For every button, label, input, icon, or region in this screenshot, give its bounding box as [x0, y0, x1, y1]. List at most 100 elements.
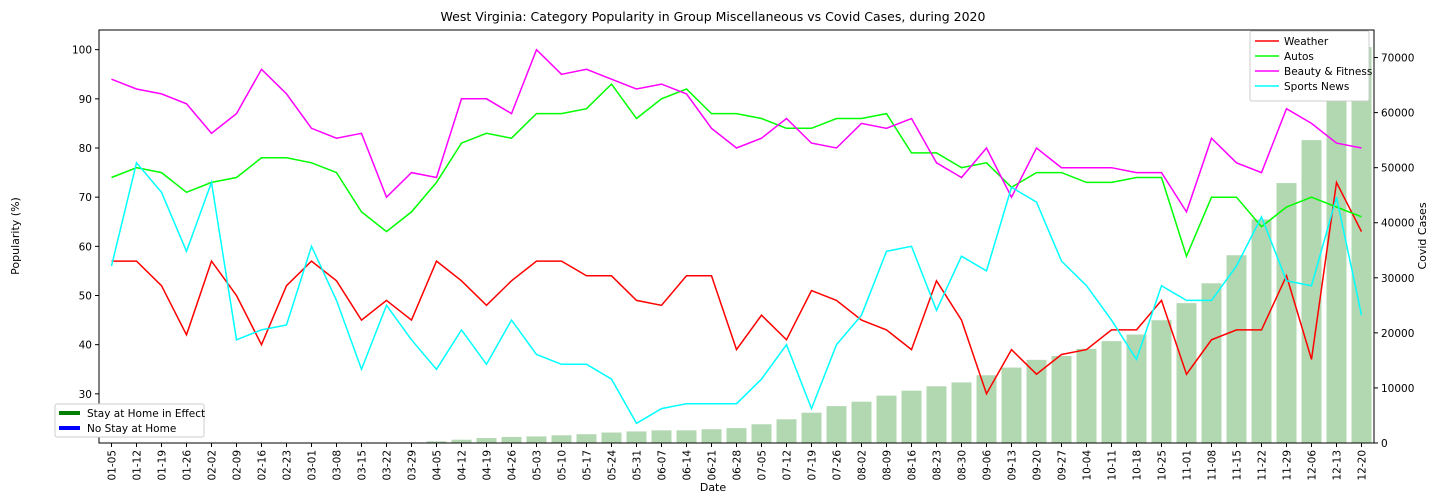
x-tick-label: 10-11: [1107, 450, 1119, 481]
covid-bar: [1076, 348, 1097, 443]
covid-bar: [501, 436, 522, 443]
x-tick-label: 11-29: [1282, 450, 1294, 481]
covid-bar: [976, 375, 997, 443]
y-axis-left: 30 40 50 60 70 80 90 100: [72, 45, 99, 401]
x-tick-label: 02-23: [282, 450, 294, 481]
y-tick-label: 90: [79, 94, 92, 106]
x-tick-label: 07-05: [757, 450, 769, 481]
x-tick-label: 04-19: [482, 450, 494, 481]
covid-bar: [1051, 355, 1072, 443]
covid-bar: [751, 424, 772, 443]
y-tick-label: 100: [72, 45, 92, 57]
covid-bar: [601, 432, 622, 443]
covid-bar: [1126, 334, 1147, 443]
legend-label: Sports News: [1284, 81, 1349, 93]
x-tick-label: 07-19: [807, 450, 819, 481]
covid-bar: [1101, 341, 1122, 443]
x-tick-label: 11-08: [1207, 450, 1219, 481]
covid-bar: [826, 406, 847, 443]
x-tick-label: 08-02: [857, 450, 869, 481]
x-tick-label: 09-06: [982, 450, 994, 481]
x-tick-label: 03-22: [382, 450, 394, 481]
x-tick-label: 06-28: [732, 450, 744, 481]
x-tick-label: 03-08: [332, 450, 344, 481]
x-tick-label: 01-26: [182, 450, 194, 481]
legend-label: Stay at Home in Effect: [87, 408, 205, 420]
x-tick-label: 05-31: [632, 450, 644, 481]
covid-bar: [426, 441, 447, 443]
x-tick-label: 02-16: [257, 450, 269, 481]
line-series: [110, 48, 1363, 425]
covid-bar: [701, 429, 722, 443]
series-line: [110, 161, 1363, 425]
covid-bar: [576, 434, 597, 443]
covid-bar: [526, 436, 547, 443]
covid-bar: [801, 412, 822, 443]
covid-bar: [1326, 91, 1347, 444]
covid-bar: [1301, 140, 1322, 443]
y-tick-label: 40: [79, 340, 92, 352]
x-tick-label: 03-29: [407, 450, 419, 481]
covid-bar: [1226, 255, 1247, 443]
legend-label: Beauty & Fitness: [1284, 66, 1372, 78]
x-tick-label: 11-22: [1257, 450, 1269, 481]
y2-tick-label: 50000: [1381, 163, 1414, 175]
y-tick-label: 70: [79, 192, 92, 204]
x-tick-label: 08-30: [957, 450, 969, 481]
covid-bar: [1276, 183, 1297, 443]
covid-bar: [1251, 219, 1272, 443]
covid-bar: [1026, 359, 1047, 443]
x-tick-label: 09-27: [1057, 450, 1069, 481]
covid-bar: [876, 395, 897, 443]
covid-bar: [451, 439, 472, 443]
covid-bar: [926, 386, 947, 443]
x-tick-label: 02-02: [207, 450, 219, 481]
x-axis-label: Date: [700, 481, 727, 494]
x-tick-label: 12-20: [1357, 450, 1369, 481]
x-tick-label: 05-03: [532, 450, 544, 481]
x-tick-label: 01-05: [107, 450, 119, 481]
x-tick-label: 06-14: [682, 450, 694, 481]
x-tick-label: 06-21: [707, 450, 719, 481]
x-tick-label: 12-13: [1332, 450, 1344, 481]
covid-bar: [726, 428, 747, 443]
x-tick-label: 01-12: [132, 450, 144, 481]
y2-axis-label: Covid Cases: [1416, 202, 1429, 269]
x-tick-label: 11-15: [1232, 450, 1244, 481]
series-legend: Weather Autos Beauty & Fitness Sports News: [1249, 30, 1372, 102]
x-tick-label: 10-04: [1082, 450, 1094, 481]
x-tick-label: 08-09: [882, 450, 894, 481]
series-line: [111, 48, 1362, 214]
x-tick-label: 01-19: [157, 450, 169, 481]
x-tick-label: 02-09: [232, 450, 244, 481]
covid-bar: [1351, 47, 1372, 443]
y-tick-label: 50: [79, 291, 92, 303]
x-axis: 01-05 01-12 01-19 01-26 02-02 02-09 02-16 02-23…: [107, 443, 1369, 481]
covid-bar: [651, 430, 672, 443]
x-tick-label: 03-01: [307, 450, 319, 481]
x-tick-label: 09-20: [1032, 450, 1044, 481]
x-tick-label: 10-25: [1157, 450, 1169, 481]
y2-tick-label: 30000: [1381, 273, 1414, 285]
y2-tick-label: 10000: [1381, 383, 1414, 395]
y-axis-right: 0 10000 20000 30000 40000 50000 60000 70000: [1374, 53, 1414, 450]
legend-box: [54, 403, 205, 438]
covid-bar: [1001, 367, 1022, 443]
covid-bar: [776, 419, 797, 443]
y-tick-label: 60: [79, 241, 92, 253]
y2-tick-label: 60000: [1381, 108, 1414, 120]
x-tick-label: 10-18: [1132, 450, 1144, 481]
covid-bar: [951, 382, 972, 443]
y2-tick-label: 0: [1381, 438, 1388, 450]
legend-label: Autos: [1284, 51, 1314, 63]
x-tick-label: 12-06: [1307, 450, 1319, 481]
y-tick-label: 30: [79, 389, 92, 401]
covid-bar: [626, 431, 647, 443]
x-tick-label: 04-26: [507, 450, 519, 481]
chart-title: West Virginia: Category Popularity in Gr…: [441, 9, 986, 24]
x-tick-label: 04-12: [457, 450, 469, 481]
x-tick-label: 05-17: [582, 450, 594, 481]
stay-at-home-legend: Stay at Home in Effect No Stay at Home: [54, 403, 205, 438]
covid-bar: [1201, 283, 1222, 443]
